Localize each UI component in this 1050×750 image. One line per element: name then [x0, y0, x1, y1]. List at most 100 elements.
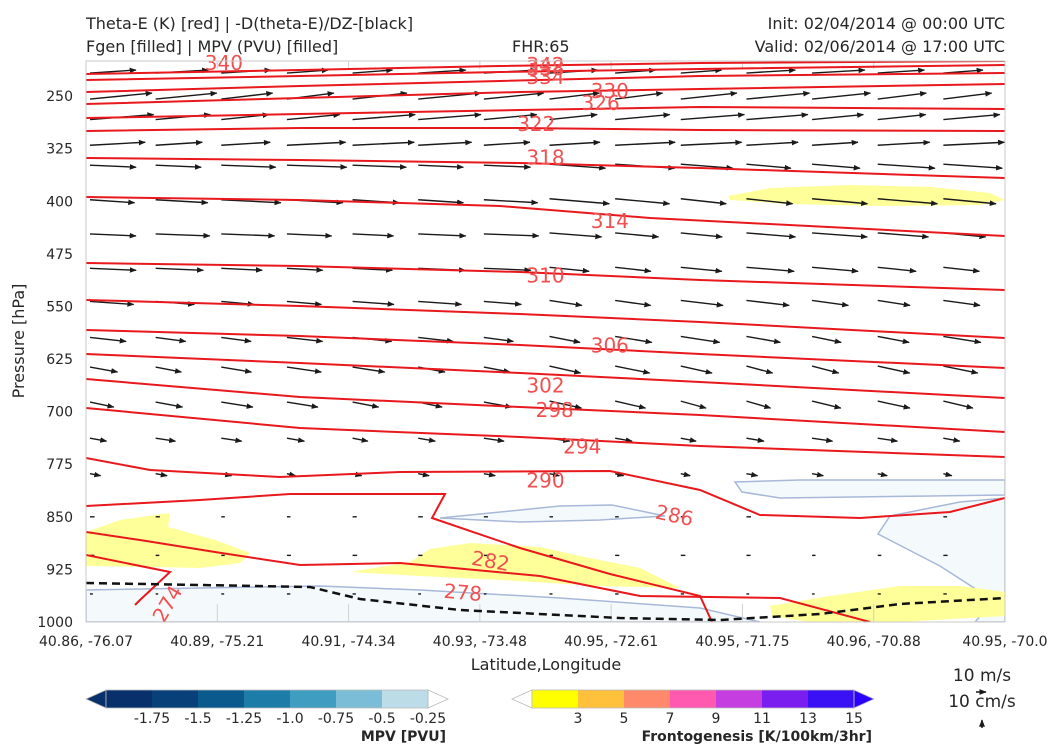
contour-label-338: 338 — [526, 56, 564, 80]
circulation-arrow — [615, 266, 652, 274]
circulation-arrow — [877, 299, 911, 308]
circulation-arrow — [483, 437, 505, 444]
circulation-arrow — [812, 198, 869, 206]
theta-e-contour-line — [86, 554, 173, 606]
circulation-arrow — [812, 112, 865, 121]
y-tick-label: 550 — [46, 299, 73, 315]
circulation-arrow — [549, 232, 603, 240]
frontogenesis-colorbar: 3 5 7 9 11 13 15 Frontogenesis [K/100km/3hr] — [511, 689, 875, 745]
y-tick-label: 400 — [46, 194, 73, 210]
circulation-arrow — [615, 365, 651, 375]
circulation-arrow — [615, 299, 652, 308]
colorbar-tick-label: -0.75 — [318, 711, 354, 727]
circulation-arrow — [943, 163, 1003, 171]
circulation-arrow — [418, 112, 482, 121]
circulation-arrow — [549, 198, 610, 207]
circulation-arrow — [615, 139, 676, 146]
circulation-arrow — [483, 300, 523, 307]
circulation-arrow — [221, 401, 254, 409]
circulation-arrow — [549, 299, 583, 308]
circulation-arrow — [877, 266, 917, 274]
circulation-arrow — [943, 400, 974, 410]
circulation-arrow — [746, 335, 782, 345]
y-tick-label: 625 — [46, 352, 73, 368]
theta-e-contour-line — [86, 157, 1005, 179]
circulation-arrow — [680, 365, 713, 375]
circulation-arrow — [680, 266, 723, 274]
x-tick-label: 40.95, -70.0 — [962, 634, 1047, 650]
circulation-arrow — [155, 437, 177, 444]
circulation-arrow — [352, 232, 395, 239]
circulation-arrow — [155, 139, 203, 146]
circulation-arrow — [286, 366, 322, 374]
circulation-arrow — [352, 401, 380, 409]
filled-fields — [86, 185, 1005, 622]
circulation-arrow — [680, 90, 738, 100]
x-tick-label: 40.91, -74.34 — [302, 634, 396, 650]
circulation-arrow — [352, 366, 386, 374]
circulation-arrow — [352, 437, 369, 443]
circulation-arrow — [483, 164, 532, 170]
colorbar-cell — [808, 690, 854, 708]
circulation-arrow — [155, 471, 168, 478]
circulation-arrow — [812, 163, 861, 171]
theta-e-contour-line — [86, 196, 1005, 237]
circulation-arrow — [877, 139, 931, 146]
circulation-arrow — [680, 67, 723, 74]
x-tick-label: 40.95, -71.75 — [695, 634, 789, 650]
circulation-arrow — [221, 232, 276, 239]
circulation-arrow — [89, 471, 102, 478]
circulation-arrow — [418, 232, 467, 239]
contour-label-310: 310 — [526, 263, 564, 287]
circulation-arrow — [615, 437, 633, 443]
colorbar-cell — [762, 690, 808, 708]
circulation-arrow — [89, 366, 119, 374]
contour-label-298: 298 — [536, 398, 574, 422]
circulation-arrow — [746, 198, 794, 206]
theta-e-contour-line — [86, 493, 713, 622]
circulation-arrow — [746, 112, 809, 121]
circulation-arrow — [286, 437, 306, 443]
x-axis-label: Latitude,Longitude — [471, 655, 622, 674]
theta-e-contour-line — [86, 407, 1005, 458]
circulation-arrow — [614, 400, 647, 410]
colorbar-frame — [531, 689, 855, 709]
colorbar-tick-label: -0.5 — [368, 711, 395, 727]
circulation-arrow — [155, 366, 183, 374]
circulation-arrow — [549, 365, 582, 375]
colorbar-tick-label: -1.25 — [226, 711, 262, 727]
theta-e-contour-line — [86, 83, 1005, 105]
wind-key: 10 m/s 10 cm/s — [948, 666, 1016, 728]
circulation-arrow — [943, 91, 993, 100]
circulation-arrow — [221, 336, 252, 344]
x-tick-label: 40.95, -72.61 — [564, 634, 658, 650]
circulation-arrow — [89, 232, 137, 239]
circulation-arrow — [614, 471, 625, 478]
circulation-arrow — [221, 164, 277, 170]
circulation-arrow — [811, 471, 825, 478]
circulation-arrow — [418, 336, 454, 344]
theta-e-contour-line — [86, 353, 1005, 399]
mpv-region — [439, 504, 666, 523]
circulation-arrow — [746, 400, 772, 410]
theta-e-contours — [86, 61, 1005, 622]
circulation-arrow — [680, 163, 734, 171]
circulation-arrow — [943, 335, 982, 345]
y-tick-label: 250 — [46, 89, 73, 105]
circulation-arrow — [943, 139, 1005, 146]
circulation-arrow — [812, 266, 859, 274]
mpv-region — [733, 479, 1005, 499]
theta-e-contour-line — [86, 61, 1005, 75]
circulation-arrow — [811, 299, 850, 308]
circulation-arrow — [746, 266, 795, 274]
contour-label-334: 334 — [526, 65, 564, 89]
circulation-arrow — [615, 232, 660, 240]
y-tick-label: 850 — [46, 510, 73, 526]
circulation-arrow — [746, 365, 774, 375]
wind-key-label-vertical: 10 cm/s — [948, 692, 1016, 712]
colorbar-extension-right — [427, 689, 449, 709]
circulation-arrow — [418, 471, 430, 478]
circulation-arrow — [286, 232, 333, 239]
